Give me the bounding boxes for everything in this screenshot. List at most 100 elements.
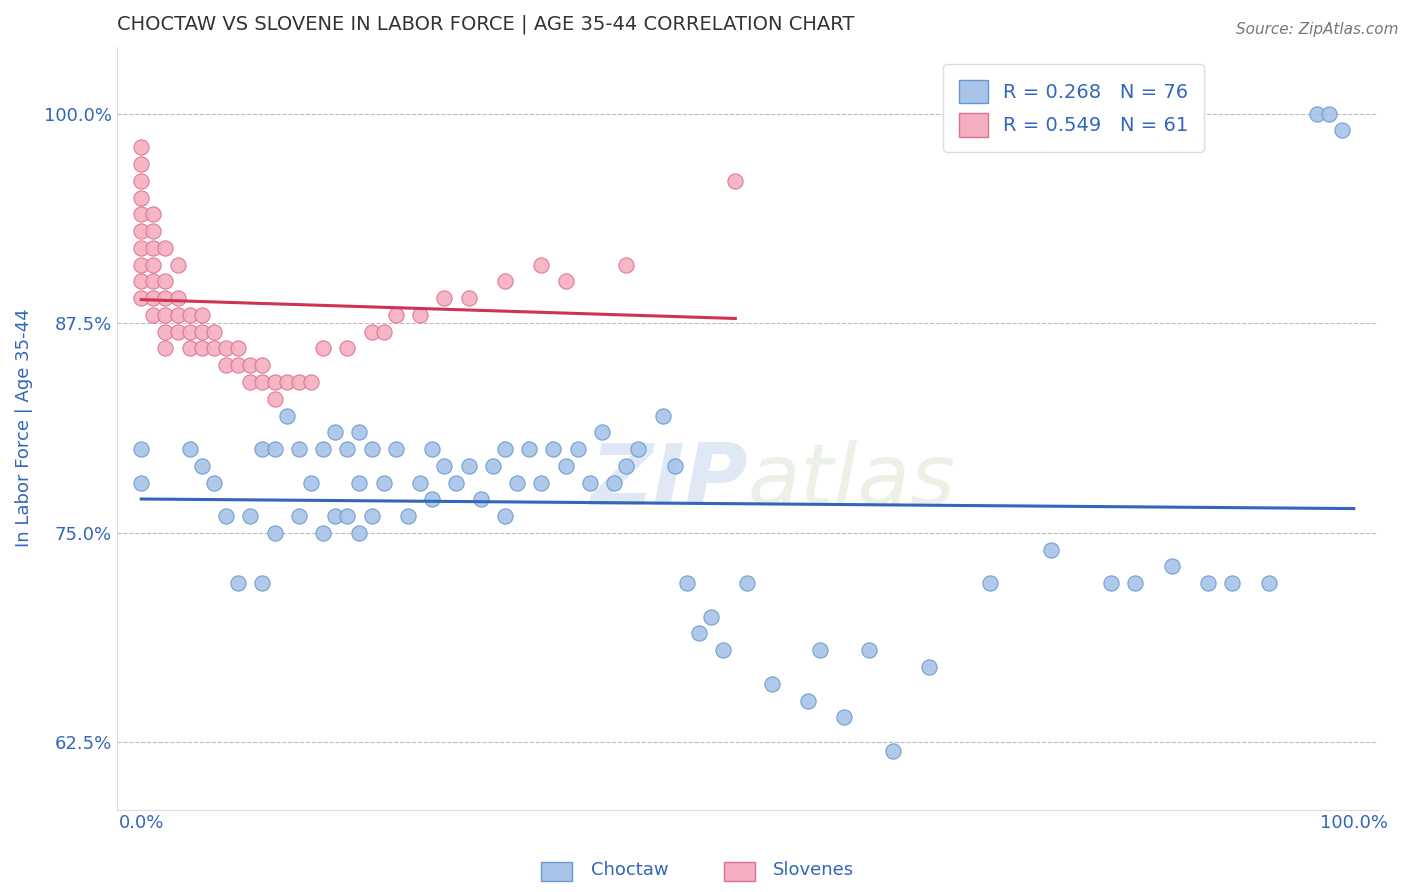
Point [494, 442, 516, 456]
Point [179, 325, 201, 339]
Point [263, 392, 285, 406]
Point [166, 325, 188, 339]
Point [482, 458, 505, 473]
Point [323, 425, 346, 440]
Point [433, 458, 456, 473]
Point [1197, 576, 1219, 591]
Point [252, 442, 274, 456]
Point [312, 442, 335, 456]
Point [494, 509, 516, 524]
Point [409, 308, 432, 322]
Point [142, 258, 165, 272]
Point [506, 475, 529, 490]
Point [276, 375, 298, 389]
Point [409, 475, 432, 490]
Point [191, 308, 214, 322]
Point [202, 475, 225, 490]
Text: Slovenes: Slovenes [773, 861, 855, 879]
Legend: R = 0.268   N = 76, R = 0.549   N = 61: R = 0.268 N = 76, R = 0.549 N = 61 [943, 64, 1205, 153]
Point [554, 274, 576, 288]
Point [179, 308, 201, 322]
Text: Source: ZipAtlas.com: Source: ZipAtlas.com [1236, 22, 1399, 37]
Point [724, 174, 747, 188]
Text: CHOCTAW VS SLOVENE IN LABOR FORCE | AGE 35-44 CORRELATION CHART: CHOCTAW VS SLOVENE IN LABOR FORCE | AGE … [117, 15, 855, 35]
Point [276, 409, 298, 423]
Point [457, 458, 479, 473]
Point [288, 375, 311, 389]
Point [142, 274, 165, 288]
Point [155, 291, 177, 305]
Point [142, 207, 165, 221]
Point [129, 274, 152, 288]
Point [470, 492, 492, 507]
Point [179, 442, 201, 456]
Point [288, 442, 311, 456]
Point [688, 626, 710, 640]
Point [517, 442, 540, 456]
Point [797, 693, 820, 707]
Point [323, 509, 346, 524]
Point [155, 308, 177, 322]
Point [288, 509, 311, 524]
Point [129, 258, 152, 272]
Point [530, 258, 553, 272]
Point [263, 442, 285, 456]
Point [142, 308, 165, 322]
Point [446, 475, 468, 490]
Point [129, 174, 152, 188]
Point [579, 475, 602, 490]
Point [882, 744, 904, 758]
Point [215, 358, 238, 372]
Point [360, 442, 382, 456]
Y-axis label: In Labor Force | Age 35-44: In Labor Force | Age 35-44 [15, 309, 32, 548]
Point [226, 358, 249, 372]
Point [918, 660, 941, 674]
Point [191, 325, 214, 339]
Point [761, 677, 783, 691]
Point [299, 375, 322, 389]
Point [373, 475, 395, 490]
Point [202, 325, 225, 339]
Point [1319, 107, 1341, 121]
Point [349, 475, 371, 490]
Point [1330, 123, 1353, 137]
Point [1125, 576, 1147, 591]
Point [129, 224, 152, 238]
Point [360, 325, 382, 339]
Point [191, 342, 214, 356]
Point [129, 241, 152, 255]
Point [614, 258, 637, 272]
Point [129, 207, 152, 221]
Point [373, 325, 395, 339]
Point [166, 291, 188, 305]
Point [1039, 542, 1062, 557]
Point [349, 425, 371, 440]
Point [554, 458, 576, 473]
Point [700, 609, 723, 624]
Point [336, 442, 359, 456]
Point [385, 308, 408, 322]
Point [664, 458, 686, 473]
Point [129, 475, 152, 490]
Point [651, 409, 673, 423]
Point [155, 342, 177, 356]
Point [591, 425, 613, 440]
Point [155, 241, 177, 255]
Point [142, 291, 165, 305]
Point [1099, 576, 1122, 591]
Point [202, 342, 225, 356]
Point [858, 643, 880, 657]
Point [299, 475, 322, 490]
Point [1306, 107, 1329, 121]
Point [567, 442, 589, 456]
Point [142, 224, 165, 238]
Point [129, 157, 152, 171]
Point [1257, 576, 1279, 591]
Point [129, 291, 152, 305]
Point [239, 509, 262, 524]
Point [166, 308, 188, 322]
Point [336, 342, 359, 356]
Point [530, 475, 553, 490]
Point [457, 291, 479, 305]
Point [627, 442, 650, 456]
